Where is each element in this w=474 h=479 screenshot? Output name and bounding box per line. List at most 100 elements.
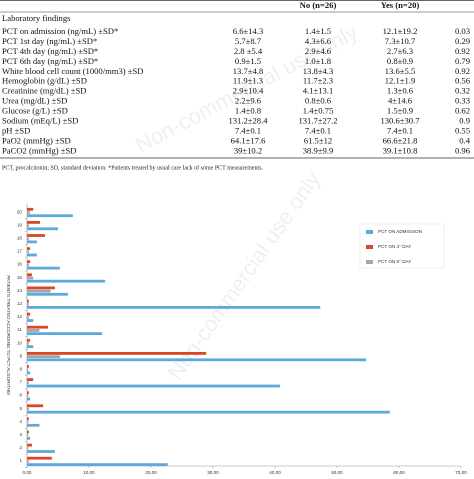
bar	[27, 345, 34, 349]
y-tick-label: 3	[19, 432, 22, 437]
cell: 61.5±12	[304, 135, 332, 145]
bar	[27, 433, 29, 437]
y-tick-label: 5	[19, 406, 22, 411]
cell: 0.03	[455, 26, 470, 36]
bar	[27, 260, 31, 264]
bar	[27, 237, 29, 241]
bar	[27, 299, 29, 303]
x-tick-label: 30,00	[207, 470, 219, 475]
y-tick-label: 10	[17, 340, 23, 345]
bar	[27, 463, 168, 466]
bar	[27, 207, 34, 211]
bar	[27, 342, 29, 345]
y-tick-label: 11	[17, 327, 22, 332]
bar	[27, 430, 29, 434]
cell: 12.1±19.2	[383, 26, 418, 36]
bar	[27, 332, 103, 335]
row-label: Hemoglobin (g/dL) ±SD	[2, 76, 87, 86]
y-tick-label: 18	[17, 236, 23, 241]
row-label: PCT 4th day (ng/mL) ±SD*	[2, 46, 98, 56]
cell: 2.9±10.4	[233, 86, 264, 96]
chart: PATIENTS TREATED ACCORDING TO PCT ALGORI…	[6, 204, 467, 475]
y-tick-label: 7	[19, 380, 22, 385]
cell: 39±10.2	[234, 145, 262, 155]
row-label: White blood cell count (1000/mm3) ±SD	[2, 66, 143, 76]
y-tick-label: 8	[19, 367, 22, 372]
y-tick-label: 13	[17, 301, 23, 306]
bar	[27, 446, 29, 450]
cell: 0.55	[455, 125, 470, 135]
cell: 39.1±10.8	[383, 145, 418, 155]
legend-box	[359, 223, 445, 269]
y-tick-label: 14	[17, 288, 23, 293]
cell: 38.9±9.9	[303, 145, 334, 155]
cell: 7.3±10.7	[385, 36, 416, 46]
bar	[27, 325, 49, 329]
bar	[27, 263, 29, 267]
bar	[27, 381, 29, 385]
bar	[27, 306, 321, 309]
cell: 4±14.6	[388, 96, 413, 106]
cell: 5.7±8.7	[235, 36, 262, 46]
bar	[27, 394, 29, 398]
bar	[27, 460, 29, 463]
bar	[27, 384, 280, 388]
bar	[27, 417, 29, 421]
table: No (n=26) Yes (n=20) Laboratory findings…	[0, 0, 474, 159]
bar	[27, 224, 29, 227]
bar	[27, 214, 73, 218]
legend-swatch	[366, 245, 373, 249]
legend-label: PCT ON ADMISSION	[378, 229, 422, 234]
cell: 0.62	[455, 106, 470, 116]
y-tick-label: 6	[19, 393, 22, 398]
bar	[27, 276, 34, 280]
x-tick-label: 40,00	[269, 470, 281, 475]
cell: 0.9	[459, 116, 470, 126]
row-label: PaCO2 (mmHg) ±SD	[2, 145, 76, 155]
cell: 0.92	[455, 66, 470, 76]
x-tick-label: 70,00	[455, 470, 467, 475]
cell: 0.8±0.9	[387, 56, 413, 66]
row-label: Sodium (mEq/L) ±SD	[2, 116, 78, 126]
cell: 0.79	[455, 56, 470, 66]
row-label: PCT 6th day (ng/mL) ±SD*	[2, 56, 98, 66]
cell: 1.0±1.8	[305, 56, 331, 66]
x-tick-label: 60,00	[393, 470, 405, 475]
bar	[27, 292, 68, 296]
bar	[27, 437, 31, 440]
legend-swatch	[366, 230, 373, 234]
bar	[27, 234, 45, 237]
row-label: Urea (mg/dL) ±SD	[2, 96, 67, 106]
cell: 11.7±2.3	[303, 76, 333, 86]
cell: 0.32	[455, 86, 470, 96]
bar	[27, 279, 106, 283]
cell: 7.4±0.1	[235, 125, 261, 135]
bar	[27, 397, 31, 401]
bar	[27, 404, 44, 408]
row-label: PaO2 (mmHg) ±SD	[2, 135, 71, 145]
bar	[27, 443, 32, 447]
bar	[27, 358, 367, 362]
cell: 13.6±5.5	[385, 66, 416, 76]
cell: 13.7±4.8	[233, 66, 264, 76]
row-label: Glucose (g/L) ±SD	[2, 106, 68, 116]
bar	[27, 240, 37, 244]
cell: 4.1±13.1	[303, 86, 334, 96]
x-tick-label: 10,00	[83, 470, 95, 475]
bar	[27, 289, 51, 293]
x-tick-label: 20,00	[145, 470, 157, 475]
bar	[27, 312, 31, 316]
cell: 130.6±30.7	[380, 116, 420, 126]
legend-label: PCT ON 4° DAY	[378, 244, 411, 249]
bar	[27, 407, 29, 411]
bar	[27, 250, 29, 254]
cell: 1.4±0.8	[235, 106, 261, 116]
row-label: PCT on admission (ng/mL) ±SD*	[2, 26, 118, 36]
bar	[27, 329, 40, 332]
legend-swatch	[366, 260, 373, 264]
column-header: Yes (n=20)	[381, 0, 420, 10]
cell: 64.1±17.6	[231, 135, 266, 145]
row-label: pH ±SD	[2, 125, 30, 135]
cell: 2.2±9.6	[235, 96, 262, 106]
